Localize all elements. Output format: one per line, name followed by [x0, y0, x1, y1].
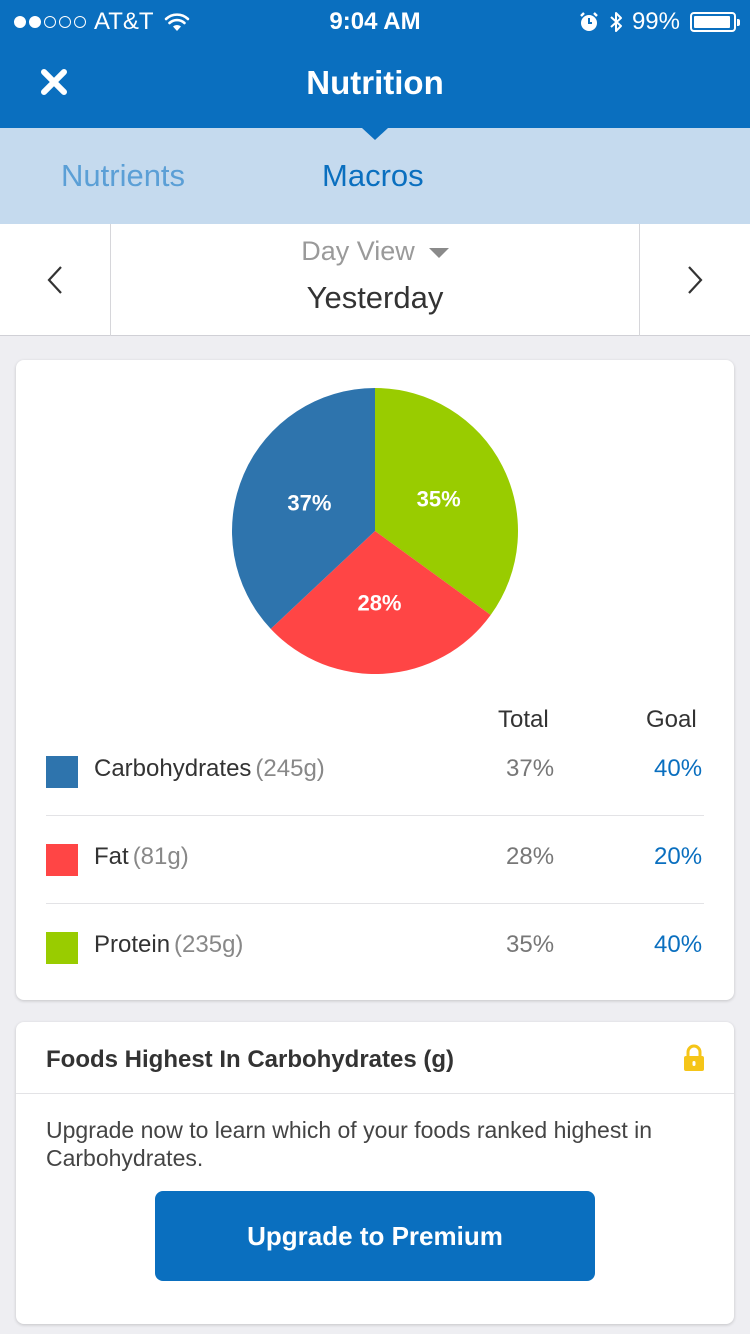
status-bar: AT&T 9:04 AM 99%	[0, 0, 750, 40]
active-tab-indicator	[362, 128, 388, 140]
next-day-button[interactable]	[639, 224, 750, 336]
macro-grams: (245g)	[255, 755, 325, 782]
close-icon	[41, 69, 67, 95]
macro-goal: 40%	[654, 931, 703, 958]
pie-slice-protein	[375, 388, 518, 616]
battery-percent: 99%	[631, 8, 680, 35]
battery-icon	[690, 12, 740, 32]
date-label: Yesterday	[306, 280, 444, 315]
highest-foods-card: Foods Highest In Carbohydrates (g) Upgra…	[16, 1022, 734, 1324]
bluetooth-icon	[610, 12, 622, 32]
upgrade-to-premium-button[interactable]: Upgrade to Premium	[155, 1191, 595, 1281]
tab-macros[interactable]: Macros	[322, 158, 424, 193]
goal-column-header: Goal	[646, 706, 697, 733]
alarm-icon	[580, 12, 598, 31]
macros-pie-chart: 35% 28% 37%	[232, 388, 518, 674]
close-button[interactable]	[34, 62, 74, 102]
signal-strength-icon	[14, 16, 86, 28]
macros-card: 35% 28% 37% Total Goal Carbohydrates (245g)…	[16, 360, 734, 1000]
macro-row-protein[interactable]: Protein (235g) 35% 40%	[46, 904, 704, 992]
macro-total: 35%	[506, 931, 555, 958]
chevron-left-icon	[47, 266, 62, 294]
fat-swatch	[46, 844, 78, 876]
view-selector-label: Day View	[301, 236, 415, 266]
chevron-right-icon	[688, 266, 703, 294]
macro-grams: (81g)	[132, 843, 189, 870]
pie-slice-fat	[270, 531, 491, 674]
macro-name: Protein	[94, 931, 171, 958]
macro-name: Fat	[94, 843, 129, 870]
tab-nutrients[interactable]: Nutrients	[61, 158, 186, 193]
pie-slice-carbohydrates	[232, 388, 375, 629]
protein-swatch	[46, 932, 78, 964]
macro-name: Carbohydrates	[94, 755, 252, 782]
macro-row-fat[interactable]: Fat (81g) 28% 20%	[46, 816, 704, 904]
carrier-label: AT&T	[94, 8, 154, 35]
macro-row-carbohydrates[interactable]: Carbohydrates (245g) 37% 40%	[46, 728, 704, 816]
macro-total: 37%	[506, 755, 555, 782]
macro-goal: 20%	[654, 843, 703, 870]
pie-label-fat: 28%	[357, 590, 401, 615]
date-navigator: Day View Yesterday	[0, 224, 750, 336]
view-selector[interactable]: Day View	[111, 236, 639, 267]
upgrade-message: Upgrade now to learn which of your foods…	[46, 1117, 653, 1171]
macro-total: 28%	[506, 843, 555, 870]
top-bar: AT&T 9:04 AM 99% Nutrition	[0, 0, 750, 128]
carbohydrates-swatch	[46, 756, 78, 788]
wifi-icon	[164, 13, 189, 31]
highest-foods-header: Foods Highest In Carbohydrates (g)	[16, 1022, 734, 1094]
lock-icon	[684, 1044, 704, 1071]
total-column-header: Total	[498, 706, 549, 733]
tab-bar: Nutrients Macros	[0, 128, 750, 224]
macro-goal: 40%	[654, 755, 703, 782]
clock: 9:04 AM	[329, 8, 421, 35]
page-title: Nutrition	[306, 64, 444, 101]
pie-label-carbohydrates: 37%	[287, 491, 331, 516]
chevron-down-icon	[428, 247, 449, 258]
highest-foods-title: Foods Highest In Carbohydrates (g)	[46, 1046, 455, 1073]
previous-day-button[interactable]	[0, 224, 111, 336]
macro-grams: (235g)	[174, 931, 244, 958]
pie-label-protein: 35%	[417, 487, 461, 512]
